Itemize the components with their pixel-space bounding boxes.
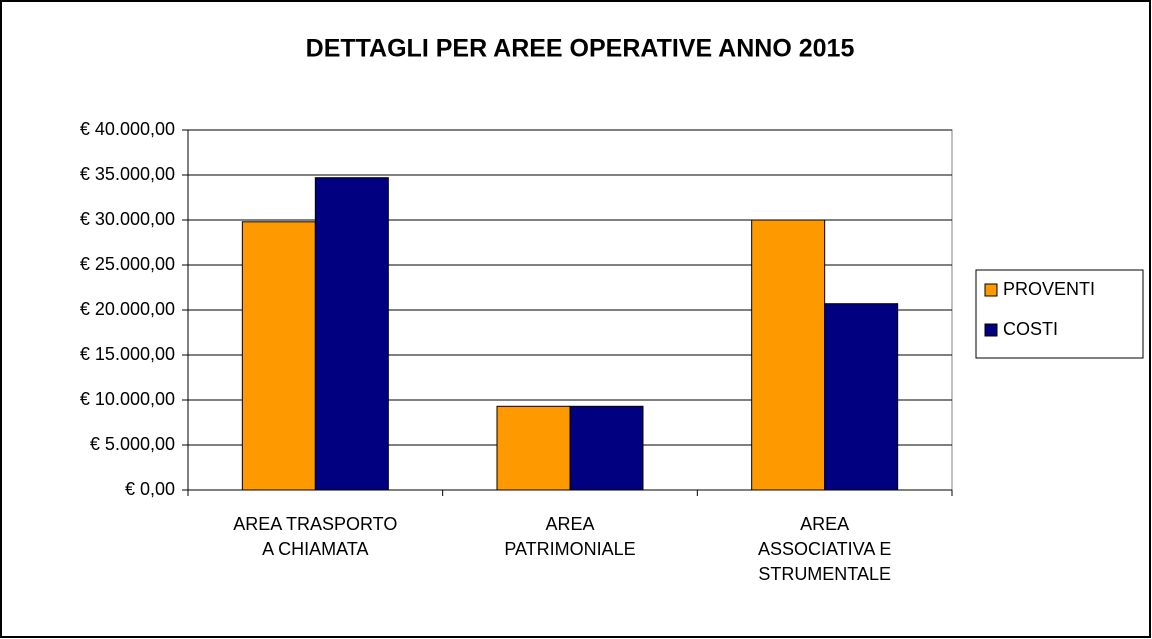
chart-title: DETTAGLI PER AREE OPERATIVE ANNO 2015 bbox=[306, 35, 855, 63]
y-tick-label: € 30.000,00 bbox=[80, 209, 175, 229]
y-tick-label: € 10.000,00 bbox=[80, 389, 175, 409]
y-tick-label: € 25.000,00 bbox=[80, 254, 175, 274]
legend-swatch bbox=[984, 323, 998, 337]
x-tick-label: AREA TRASPORTO A CHIAMATA bbox=[233, 514, 398, 559]
bar bbox=[314, 177, 389, 491]
y-tick-label: € 40.000,00 bbox=[80, 119, 175, 139]
legend-box bbox=[975, 269, 1144, 359]
x-tick-label: AREA ASSOCIATIVA E STRUMENTALE bbox=[757, 514, 892, 584]
bar bbox=[496, 405, 571, 491]
legend-label: COSTI bbox=[1003, 319, 1058, 339]
bar bbox=[824, 303, 899, 491]
legend-swatch bbox=[984, 283, 998, 297]
bar bbox=[241, 221, 316, 491]
bar bbox=[751, 219, 826, 491]
y-tick-label: € 0,00 bbox=[125, 479, 175, 499]
legend-label: PROVENTI bbox=[1003, 279, 1095, 299]
y-tick-label: € 35.000,00 bbox=[80, 164, 175, 184]
x-tick-label: AREA PATRIMONIALE bbox=[504, 514, 636, 559]
bar bbox=[569, 405, 644, 491]
y-tick-label: € 5.000,00 bbox=[90, 434, 175, 454]
y-tick-label: € 15.000,00 bbox=[80, 344, 175, 364]
y-tick-label: € 20.000,00 bbox=[80, 299, 175, 319]
